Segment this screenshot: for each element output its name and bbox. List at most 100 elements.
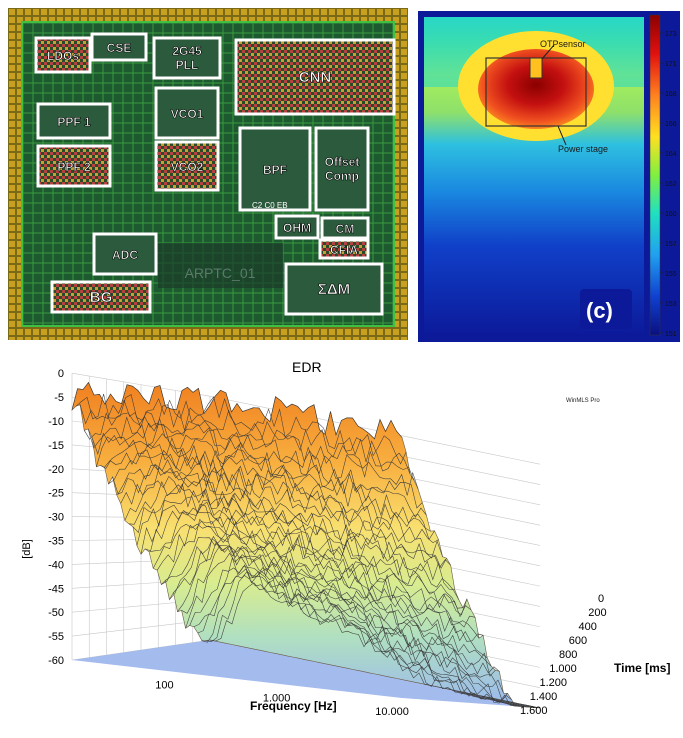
edr-time-slice: [149, 507, 480, 639]
colorbar-tick-label: 153: [665, 301, 677, 308]
chip-block-cse: CSE: [90, 32, 148, 62]
y-tick-label: -5: [54, 392, 64, 404]
edr-time-slice: [112, 459, 443, 559]
z-axis-label: Time [ms]: [614, 661, 670, 675]
x-tick-label: 1.000: [263, 693, 291, 705]
chip-block-label: PPF 2: [57, 160, 91, 174]
chip-block-cm: CM: [320, 216, 370, 240]
chip-block-cnn: CNN: [234, 38, 396, 116]
colorbar-tick-label: 162: [665, 181, 677, 188]
edr-time-slice: [71, 381, 403, 440]
edr-time-slice: [156, 521, 488, 659]
chip-block-label: ADC: [112, 248, 138, 262]
edr-time-slice: [161, 518, 492, 667]
edr-time-slice: [177, 541, 508, 701]
colorbar-tick-label: 171: [665, 61, 677, 68]
chip-block-ppf2: PPF 2: [36, 144, 112, 188]
die-mark: ARPTC_01: [185, 265, 256, 281]
edr-time-slice: [83, 412, 415, 481]
edr-time-slice: [209, 582, 541, 709]
small-block-label: C2 C0 EB: [252, 201, 288, 210]
edr-time-slice: [136, 496, 468, 616]
chip-block-cfia: CFIA: [318, 238, 370, 260]
chip-block-bpf: BPF: [238, 126, 312, 212]
edr-time-slice: [181, 545, 512, 703]
chip-block-adc: ADC: [92, 232, 158, 276]
x-tick-label: 100: [155, 680, 173, 692]
edr-time-slice: [165, 532, 496, 677]
edr-time-slice: [75, 393, 407, 465]
edr-time-slice: [100, 437, 431, 532]
edr-time-slice: [96, 433, 427, 518]
y-tick-label: -30: [48, 512, 64, 524]
panel-label-c: (c): [586, 298, 613, 323]
colorbar-tick-label: 160: [665, 211, 677, 218]
edr-time-slice: [116, 463, 447, 569]
temperature-colorbar: [649, 14, 661, 336]
chip-block-ldos: LDOs: [34, 36, 92, 74]
y-tick-label: -40: [48, 559, 64, 571]
chip-block-label: CFIA: [330, 243, 358, 257]
otp-sensor-annotation: OTPsensor: [540, 39, 586, 49]
chip-block-label: PPF 1: [57, 115, 91, 129]
chip-block-label: VCO1: [171, 107, 204, 121]
chip-block-label: CNN: [299, 69, 332, 86]
edr-time-slice: [193, 556, 524, 708]
colorbar-tick-label: 155: [665, 271, 677, 278]
thermal-map: OTPsensor Power stage (c) 173 171 168 166 16…: [418, 11, 680, 342]
chip-block-label: 2G45: [172, 44, 202, 58]
z-tick-label: 200: [588, 607, 606, 619]
y-tick-label: -60: [48, 655, 64, 667]
edr-time-slice: [87, 416, 419, 496]
edr-waterfall-chart: EDR WinMLS Pro [dB] Frequency [Hz] Time …: [21, 359, 670, 718]
edr-time-slice: [92, 423, 423, 509]
chip-block-label: PLL: [176, 58, 199, 72]
edr-time-slice: [205, 575, 536, 708]
chip-block-label: LDOs: [47, 49, 79, 63]
z-tick-label: 1.000: [549, 663, 577, 675]
chip-block-bg: BG: [50, 280, 152, 314]
y-tick-label: -50: [48, 607, 64, 619]
chip-block-label: BPF: [263, 163, 287, 177]
edr-time-slice: [189, 564, 520, 707]
colorbar-tick-label: 151: [665, 331, 677, 338]
y-tick-label: -10: [48, 416, 64, 428]
y-tick-label: -25: [48, 488, 64, 500]
chip-block-label: CSE: [107, 41, 132, 55]
z-tick-label: 0: [598, 593, 604, 605]
y-tick-label: -15: [48, 440, 64, 452]
y-tick-label: -45: [48, 583, 64, 595]
edr-time-slice: [124, 475, 455, 591]
chip-block-vco1: VCO1: [154, 86, 220, 140]
edr-time-slice: [173, 538, 504, 694]
chip-block-label: ΣΔM: [318, 281, 350, 298]
y-axis-label: [dB]: [21, 539, 33, 559]
edr-time-slice: [145, 503, 476, 628]
z-tick-label: 800: [559, 649, 577, 661]
x-axis-label: Frequency [Hz]: [250, 699, 337, 713]
y-tick-label: -20: [48, 464, 64, 476]
colorbar-tick-label: 157: [665, 241, 677, 248]
chip-block-label: OHM: [283, 221, 311, 235]
z-tick-label: 600: [569, 635, 587, 647]
edr-time-slice: [201, 568, 532, 708]
z-tick-label: 1.600: [520, 705, 548, 717]
y-tick-label: -55: [48, 631, 64, 643]
chip-block-label: Offset: [325, 155, 360, 169]
z-tick-label: 1.200: [540, 677, 568, 689]
chip-block-label: CM: [336, 222, 355, 236]
colorbar-tick-label: 173: [665, 31, 677, 38]
software-note: WinMLS Pro: [566, 398, 600, 404]
y-tick-label: -35: [48, 536, 64, 548]
edr-time-slice: [152, 521, 484, 642]
colorbar-tick-label: 166: [665, 121, 677, 128]
edr-time-slice: [120, 466, 451, 568]
chip-block-label: BG: [90, 289, 113, 306]
x-tick-label: 10.000: [375, 706, 409, 718]
chip-block-ohm: OHM: [274, 214, 320, 240]
edr-time-slice: [169, 535, 500, 675]
power-stage-annotation: Power stage: [558, 144, 608, 154]
edr-time-slice: [108, 449, 439, 544]
